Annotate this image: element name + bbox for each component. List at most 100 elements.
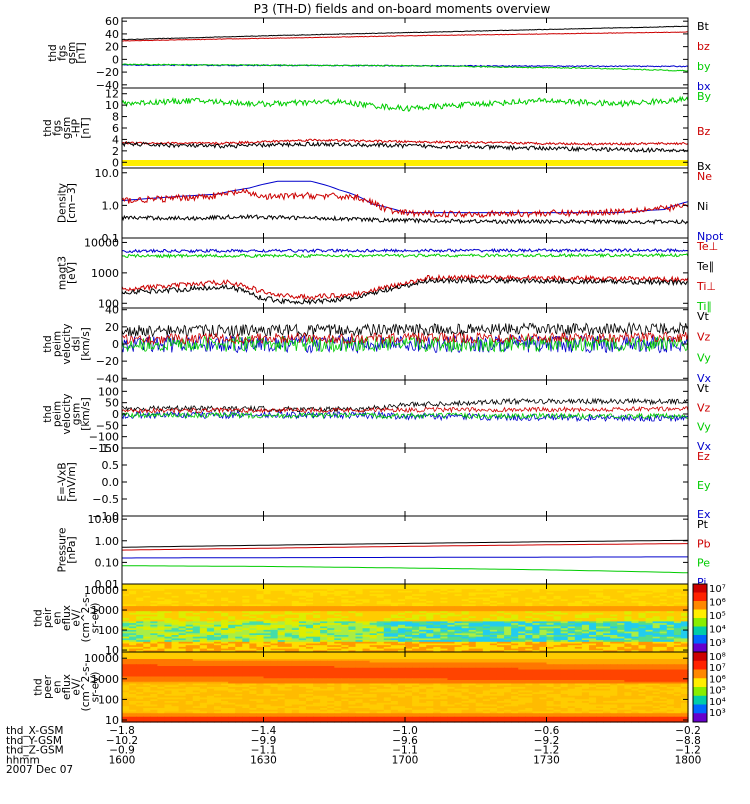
legend-entry: Bz [697,125,711,138]
y-tick-label: 1000 [91,267,119,280]
y-tick-label: −0.5 [92,493,119,506]
y-axis-label-line: [cm−3] [66,183,78,223]
y-tick-label: −40 [96,372,119,385]
series-line-Pe [122,557,688,558]
fgs-hp-series [122,97,688,152]
density-y-axis: 10.01.00.1 [95,167,689,245]
panel-frame [122,88,688,168]
legend-entry: Te⊥ [696,240,718,253]
series-line-Te_perp [122,275,688,299]
colorbar-swatch [693,627,707,636]
peer-spectrogram [122,652,689,723]
fgs-series [122,26,688,71]
legend-entry: Ti⊥ [696,280,716,293]
legend-entry: Pb [697,537,711,550]
colorbar-label: 10³ [709,638,726,649]
y-tick-label: 20 [105,321,119,334]
legend-entry: By [697,90,712,103]
series-line-Ti_par [122,254,688,258]
y-tick-label: 20 [105,41,119,54]
panel-peir: 10⁷10⁶10⁵10⁴10³10000100010010thdpeirenef… [33,584,726,657]
panel-frame [122,448,688,516]
legend-entry: Bt [697,20,710,33]
y-axis-label-line: [nT] [75,42,87,63]
legend-entry: Vt [697,382,710,395]
y-tick-label: 1.0 [102,442,120,455]
temperature-legend: Te⊥Te∥Ti⊥Ti∥ [696,240,718,313]
peir-spectrogram [122,584,689,653]
y-tick-label: 40 [105,304,119,317]
panels: Btbzbybx6040200−20−40thdfgsgsm[nT]ByBzBx… [33,15,726,727]
legend-entry: Vy [697,351,711,364]
legend-entry: Vz [697,331,711,344]
density-series [122,181,688,223]
legend-entry: Ni [697,200,708,213]
colorbar-swatch [693,618,707,627]
y-tick-label: −20 [96,66,119,79]
y-axis-label: thdpeimvelocitygsm[km/s] [42,393,92,434]
y-tick-label: 0.5 [102,459,120,472]
y-axis-label-line: [eV] [66,262,78,284]
y-tick-label: −20 [96,355,119,368]
panel-vel-dsl: VtVzVyVx40200−20−40thdpeimvelocitydsl[km… [42,304,712,386]
panel-frame [122,168,688,238]
series-line-Pi [122,566,688,573]
y-axis-label: thdpeirenefluxeV/(cm^2-s-sr-eV) [33,593,102,642]
legend-entry: Pe [697,557,710,570]
y-axis-label-line: [mV/m] [66,462,78,501]
vel-gsm-series [122,399,688,422]
y-tick-label: 0 [112,338,119,351]
colorbar-label: 10⁴ [709,625,726,636]
series-line-by [122,64,688,71]
legend-entry: Ey [697,479,711,492]
y-tick-label: 40 [105,28,119,41]
plot-title: P3 (TH-D) fields and on-board moments ov… [254,2,551,16]
series-line-Vx [122,412,688,422]
series-line-Bx [122,142,688,152]
series-line-Ti_perp [122,249,688,253]
colorbar-swatch [693,644,707,653]
y-tick-label: 0 [112,53,119,66]
colorbar-label: 10⁶ [709,598,726,609]
y-axis-label: E=-VxB[mV/m] [56,462,78,501]
legend-entry: Vz [697,401,711,414]
panel-peer: 10⁸10⁷10⁶10⁵10⁴10³10000100010010thdpeere… [33,652,726,727]
legend-entry: Ez [697,450,710,463]
pressure-series [122,540,688,573]
colorbar-swatch [693,610,707,619]
legend-entry: Te∥ [696,260,714,273]
y-axis-label: magt3[eV] [56,256,78,290]
y-tick-label: 0.10 [95,556,120,569]
y-axis-label: Pressure[nPa] [56,528,78,573]
y-tick-label: 60 [105,15,119,28]
y-tick-label: 10000 [84,236,119,249]
panel-frame [122,516,688,584]
y-tick-label: 0.0 [102,476,120,489]
legend-entry: by [697,60,711,73]
y-axis-label-line: [nT] [80,117,92,138]
series-line-Npot [122,181,688,212]
legend-entry: Pt [697,518,709,531]
colorbar-swatch [693,601,707,610]
legend-entry: Ne [697,170,712,183]
y-axis-label: Density[cm−3] [56,183,78,223]
y-axis-label-line: [km/s] [80,397,92,431]
pressure-y-axis: 10.001.000.100.01 [88,513,689,591]
colorbar-swatch [693,593,707,602]
y-axis-label: thdpeimvelocitydsl[km/s] [42,323,92,364]
